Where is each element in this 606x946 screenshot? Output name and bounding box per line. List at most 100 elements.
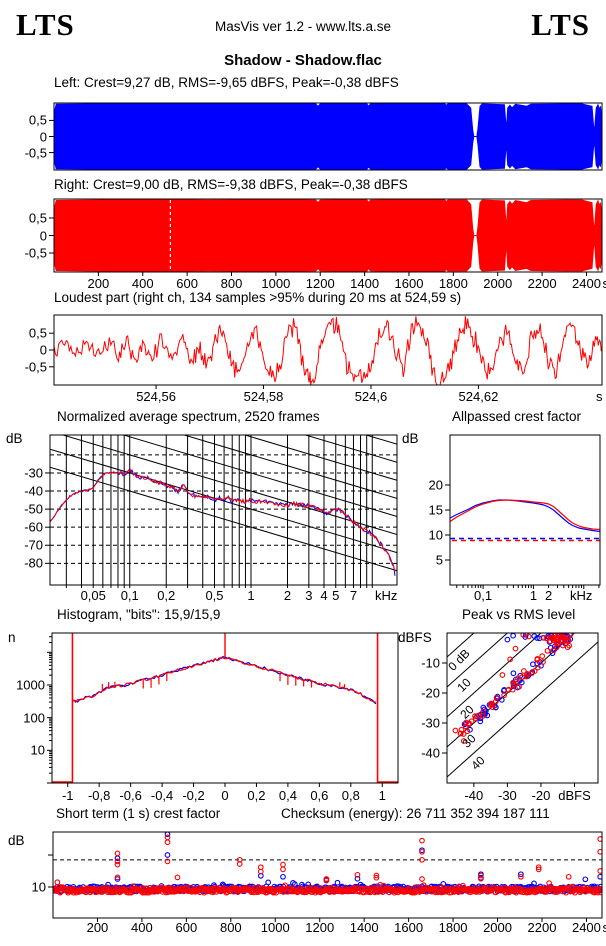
tick-label: -0,6 bbox=[119, 788, 142, 803]
tick-label: 1800 bbox=[438, 276, 468, 291]
tick-label: 0 bbox=[39, 228, 47, 243]
peak-rms-title: Peak vs RMS level bbox=[462, 607, 576, 622]
tick-label: 7 bbox=[349, 588, 358, 603]
tick-label: 0 bbox=[221, 788, 229, 803]
tick-label: -20 bbox=[531, 788, 551, 803]
spectrum-ylabel: dB bbox=[6, 431, 23, 446]
app-version-text: MasVis ver 1.2 - www.lts.a.se bbox=[214, 19, 392, 34]
short-term-ylabel: dB bbox=[8, 833, 25, 848]
tick-label: 1400 bbox=[350, 276, 380, 291]
tick-label: 20 bbox=[428, 477, 443, 493]
tick-label: -10 bbox=[421, 655, 440, 671]
tick-label: 2000 bbox=[483, 276, 513, 291]
tick-label: 0,8 bbox=[341, 788, 360, 803]
allpass-title: Allpassed crest factor bbox=[452, 409, 582, 424]
tick-label: 0,5 bbox=[28, 210, 47, 226]
tick-label: 0 bbox=[39, 342, 47, 358]
tick-label: 5 bbox=[332, 588, 340, 603]
checksum: Checksum (energy): 26 711 352 394 187 11… bbox=[281, 806, 550, 822]
tick-label: 0,5 bbox=[28, 325, 47, 341]
logo-left: LTS bbox=[16, 7, 75, 42]
tick-label: 2000 bbox=[483, 920, 512, 935]
page-title: Shadow - Shadow.flac bbox=[224, 52, 382, 69]
tick-label: 0,4 bbox=[278, 788, 297, 803]
tick-label: 0 bbox=[39, 129, 47, 144]
tick-label: 0,2 bbox=[247, 788, 266, 803]
logo-right: LTS bbox=[531, 7, 590, 42]
tick-label: -60 bbox=[24, 519, 43, 535]
tick-label: 0,6 bbox=[310, 788, 329, 803]
tick-label: -0,4 bbox=[150, 788, 174, 803]
tick-label: -0,5 bbox=[24, 359, 47, 375]
tick-label: -30 bbox=[421, 715, 440, 731]
tick-label: 1 bbox=[378, 788, 386, 803]
tick-label: 1000 bbox=[16, 677, 45, 693]
right-channel-stats: Right: Crest=9,00 dB, RMS=-9,38 dBFS, Pe… bbox=[54, 177, 408, 192]
tick-label: 15 bbox=[428, 502, 443, 518]
tick-label: 524,6 bbox=[354, 389, 388, 404]
tick-label: 10 bbox=[31, 879, 46, 895]
checksum-value: 26 711 352 394 187 111 bbox=[406, 806, 550, 821]
tick-label: 10 bbox=[30, 742, 45, 758]
peak-rms-ylabel: dBFS bbox=[398, 630, 432, 645]
tick-label: 2200 bbox=[527, 276, 557, 291]
loudest-part-title: Loudest part (right ch, 134 samples >95%… bbox=[54, 290, 462, 305]
tick-label: 1000 bbox=[260, 920, 290, 935]
tick-label: s bbox=[602, 920, 606, 935]
tick-label: 1200 bbox=[305, 920, 335, 935]
tick-label: 0,5 bbox=[28, 112, 47, 128]
tick-label: 1800 bbox=[438, 920, 468, 935]
tick-label: -70 bbox=[24, 537, 43, 553]
tick-label: -0,2 bbox=[182, 788, 205, 803]
tick-label: 400 bbox=[131, 276, 154, 291]
tick-label: 2400 bbox=[572, 276, 601, 291]
histogram-ylabel: n bbox=[8, 630, 16, 645]
tick-label: -80 bbox=[24, 555, 43, 571]
tick-label: -40 bbox=[24, 483, 43, 499]
tick-label: 2 bbox=[283, 588, 292, 603]
tick-label: -0,5 bbox=[24, 245, 47, 261]
tick-label: 600 bbox=[176, 276, 198, 291]
tick-label: -20 bbox=[421, 685, 440, 701]
tick-label: -50 bbox=[24, 501, 43, 517]
tick-label: 200 bbox=[86, 920, 109, 935]
tick-label: 800 bbox=[219, 920, 242, 935]
spectrum-title: Normalized average spectrum, 2520 frames bbox=[57, 409, 320, 424]
tick-label: 3 bbox=[305, 588, 313, 603]
tick-label: -0,8 bbox=[87, 788, 111, 803]
tick-label: 800 bbox=[220, 276, 243, 291]
tick-label: kHz bbox=[570, 588, 593, 603]
checksum-label: Checksum (energy): bbox=[281, 806, 403, 821]
tick-label: -40 bbox=[421, 745, 440, 761]
left-channel-stats: Left: Crest=9,27 dB, RMS=-9,65 dBFS, Pea… bbox=[54, 75, 399, 90]
tick-label: -40 bbox=[464, 788, 484, 803]
tick-label: 1200 bbox=[305, 276, 335, 291]
tick-label: 524,58 bbox=[243, 389, 284, 404]
tick-label: 2400 bbox=[571, 920, 601, 935]
tick-label: 400 bbox=[131, 920, 153, 935]
tick-label: 100 bbox=[23, 710, 45, 726]
tick-label: 0,2 bbox=[157, 588, 176, 603]
tick-label: dBFS bbox=[558, 788, 591, 803]
tick-label: 1 bbox=[529, 588, 538, 603]
tick-label: 600 bbox=[175, 920, 198, 935]
tick-label: 0,1 bbox=[120, 588, 139, 603]
tick-label: -0,5 bbox=[24, 145, 47, 161]
tick-label: 1600 bbox=[394, 920, 424, 935]
tick-label: 200 bbox=[87, 276, 110, 291]
tick-label: 2 bbox=[544, 588, 553, 603]
tick-label: kHz bbox=[375, 588, 398, 603]
short-term-title: Short term (1 s) crest factor bbox=[56, 806, 221, 821]
tick-label: -1 bbox=[61, 788, 74, 803]
tick-label: 10 bbox=[428, 527, 443, 543]
tick-label: 2200 bbox=[527, 920, 557, 935]
tick-label: 0,05 bbox=[80, 588, 106, 603]
tick-label: 1400 bbox=[349, 920, 379, 935]
histogram-title: Histogram, "bits": 15,9/15,9 bbox=[57, 607, 221, 622]
tick-label: s bbox=[596, 389, 603, 404]
tick-label: -30 bbox=[497, 788, 517, 803]
tick-label: 1600 bbox=[394, 276, 424, 291]
allpass-ylabel: dB bbox=[402, 431, 419, 446]
